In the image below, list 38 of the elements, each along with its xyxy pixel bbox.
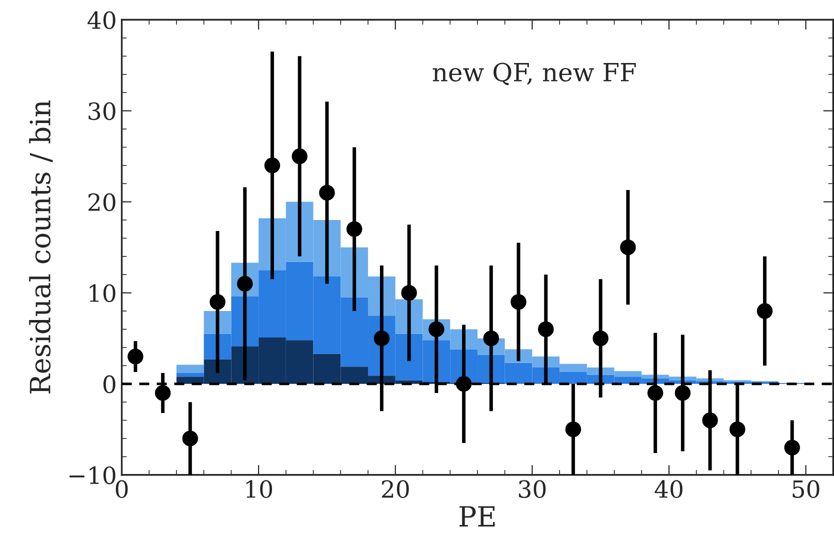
- annotation: new QF, new FF: [432, 62, 636, 86]
- point: [264, 158, 280, 174]
- point: [210, 294, 226, 310]
- point: [592, 330, 608, 346]
- point: [456, 376, 472, 392]
- point: [292, 148, 308, 164]
- x-tick-label: 30: [518, 480, 546, 498]
- point: [756, 303, 773, 319]
- bar: [176, 364, 204, 373]
- x-axis-title: PE: [460, 506, 495, 526]
- x-tick-label: 40: [654, 480, 682, 498]
- y-tick-label: 10: [90, 284, 116, 302]
- point: [565, 422, 582, 438]
- point: [730, 422, 746, 438]
- point: [346, 221, 362, 237]
- point: [702, 412, 718, 428]
- point: [401, 284, 417, 301]
- y-tick-label: 30: [88, 102, 116, 120]
- point: [182, 430, 198, 446]
- point: [784, 440, 800, 456]
- point: [510, 294, 526, 310]
- x-tick-label: 50: [792, 480, 820, 498]
- point: [154, 385, 171, 401]
- y-tick-label: 0: [103, 375, 116, 394]
- x-tick-label: 0: [116, 480, 128, 498]
- y-tick-label: 40: [88, 11, 116, 30]
- bar: [176, 372, 204, 377]
- point: [647, 385, 664, 401]
- y-axis-title: Residual counts / bin: [29, 100, 53, 394]
- y-tick-label: −10: [70, 466, 116, 484]
- point: [319, 184, 335, 201]
- x-tick-label: 10: [246, 480, 272, 498]
- x-tick-label: 20: [382, 480, 409, 498]
- point: [620, 239, 636, 256]
- point: [538, 321, 554, 338]
- point: [128, 348, 144, 364]
- y-tick-label: 20: [88, 193, 116, 212]
- point: [674, 385, 691, 401]
